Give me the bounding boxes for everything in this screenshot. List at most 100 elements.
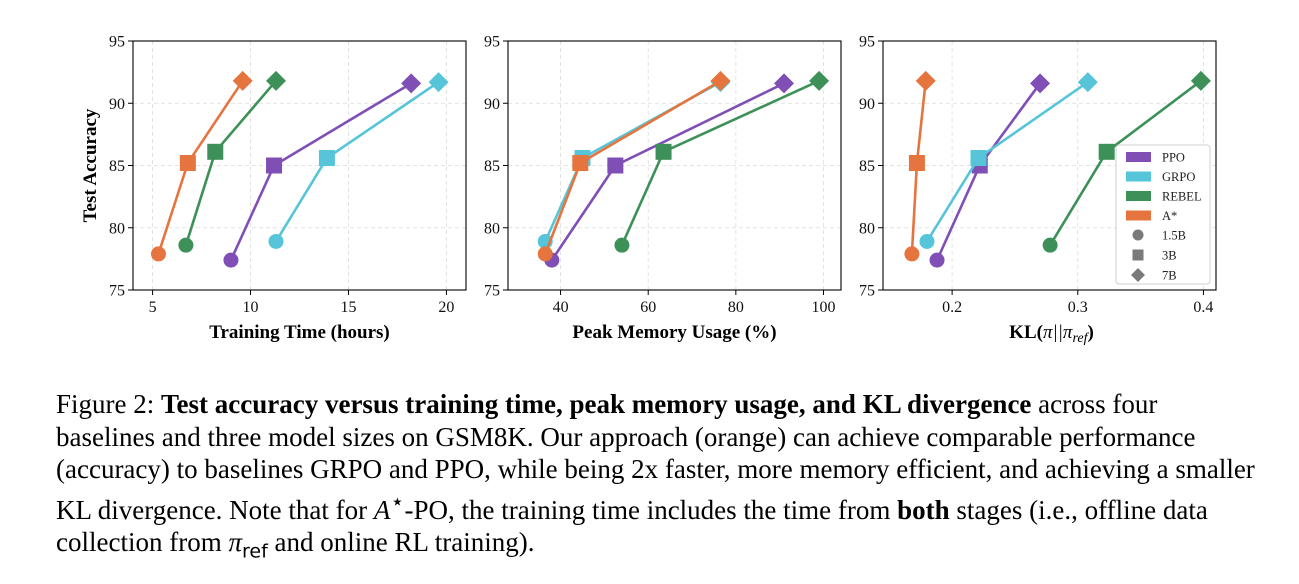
y-tick-label: 80 [484,220,500,237]
caption-bold-title: Test accuracy versus training time, peak… [161,389,1032,419]
series-line-ppo [229,82,412,261]
data-point-grpo-circle [268,233,284,249]
data-point-astar-diamond [710,70,731,91]
legend-swatch [1126,210,1151,221]
x-tick-label: 0.2 [942,299,962,316]
panel-kl-divergence: 75 80 85 90 95 0.2 0.3 0.4 KL(π||πref) PPO GRPO REB… [859,34,1217,346]
data-point-rebel-square [207,143,224,160]
data-point-astar-diamond [232,70,253,91]
caption-part1: across four baselines and three model si… [56,389,1255,525]
caption-part4: and online RL training). [267,527,535,557]
caption-part3: stages (i.e., offline data collection fr… [56,494,1208,558]
y-tick-label: 75 [859,283,875,300]
y-tick-label: 75 [484,283,500,300]
data-point-astar-square [908,155,925,172]
y-tick-label: 90 [109,96,125,113]
caption-bold-both: both [897,494,950,525]
legend-label: PPO [1162,151,1185,165]
data-point-ppo-circle [223,252,239,268]
y-tick-label: 90 [484,96,500,113]
caption-math-pi: π [228,527,242,557]
caption-math-ref: ref [241,540,268,563]
x-tick-label: 60 [640,299,656,316]
caption-math-a: A [373,494,391,525]
data-point-rebel-square [655,143,672,160]
data-point-ppo-diamond [401,73,422,94]
legend-label: 1.5B [1162,229,1186,243]
data-point-astar-square [179,155,196,172]
legend-label: REBEL [1162,190,1202,204]
panel-peak-memory: 75 80 85 90 95 40 60 80 100 Peak Memory Usage (%) [484,34,842,343]
data-point-astar-circle [537,246,553,262]
figure-panels: 75 80 85 90 95 5 10 15 20 Training Time (hours) Te… [80,34,1217,346]
legend-swatch [1126,171,1151,182]
x-tick-label: 15 [340,299,356,316]
x-tick-label: 10 [243,299,259,316]
data-point-astar-circle [904,246,920,262]
data-point-ppo-circle [929,252,945,268]
x-tick-label: 80 [728,299,744,316]
data-point-grpo-diamond [1077,72,1098,93]
x-axis-label-prefix: KL( [1009,322,1043,343]
legend-marker-circle [1132,229,1144,241]
legend: PPO GRPO REBEL A* 1.5B 3B 7B [1115,144,1211,285]
y-tick-label: 95 [859,34,875,51]
data-point-ppo-diamond [1030,73,1051,94]
x-axis-label-suffix: ) [1087,322,1093,343]
series-line-rebel [620,79,820,246]
caption-part2: -PO, the training time includes the time… [404,494,898,525]
data-point-grpo-diamond [428,72,449,93]
x-tick-label: 100 [811,299,835,316]
legend-marker-square [1132,249,1144,261]
y-tick-label: 85 [859,158,875,175]
data-point-astar-square [572,155,589,172]
figure-caption: Figure 2: Test accuracy versus training … [56,388,1256,568]
legend-label: GRPO [1162,170,1195,184]
data-point-rebel-diamond [809,70,830,91]
data-point-rebel-square [1098,143,1115,160]
x-tick-label: 20 [438,299,454,316]
series-line-rebel [184,79,277,246]
x-axis-label: KL(π||πref) [1009,322,1094,346]
panel-training-time: 75 80 85 90 95 5 10 15 20 Training Time (hours) Te… [80,34,467,343]
data-point-rebel-circle [1042,237,1058,253]
y-tick-label: 95 [109,34,125,51]
legend-swatch [1126,191,1151,201]
data-point-rebel-circle [178,237,194,253]
data-point-ppo-square [607,157,624,174]
series-line-grpo [274,81,440,243]
data-point-grpo-square [970,150,987,167]
legend-label: 7B [1162,269,1177,283]
data-point-rebel-diamond [1190,70,1211,91]
y-tick-label: 75 [109,283,125,300]
series-line-grpo [925,81,1089,243]
x-tick-label: 40 [553,299,569,316]
y-tick-label: 85 [484,158,500,175]
data-point-ppo-square [266,157,283,174]
legend-label: 3B [1162,249,1177,263]
x-axis-label-sub: ref [1072,331,1089,346]
x-axis-label-math: π||π [1043,322,1073,343]
y-tick-label: 95 [484,34,500,51]
y-tick-label: 85 [109,158,125,175]
y-axis-label: Test Accuracy [80,108,101,222]
data-point-rebel-circle [614,237,630,253]
caption-prefix: Figure 2: [56,389,161,419]
data-point-grpo-circle [919,233,935,249]
data-point-astar-diamond [915,70,936,91]
data-point-ppo-diamond [774,73,795,94]
data-point-grpo-square [318,150,335,167]
legend-marker-diamond [1131,268,1145,282]
data-point-astar-circle [150,246,166,262]
y-tick-label: 80 [859,220,875,237]
legend-label: A* [1162,209,1177,223]
legend-swatch [1126,152,1151,162]
x-tick-label: 0.4 [1193,299,1213,316]
y-tick-label: 80 [109,220,125,237]
x-axis-label: Peak Memory Usage (%) [572,322,776,343]
y-tick-label: 90 [859,96,875,113]
caption-math-star: ⋆ [390,488,405,514]
x-tick-label: 5 [149,299,157,316]
data-point-rebel-diamond [265,70,286,91]
x-tick-label: 0.3 [1068,299,1088,316]
